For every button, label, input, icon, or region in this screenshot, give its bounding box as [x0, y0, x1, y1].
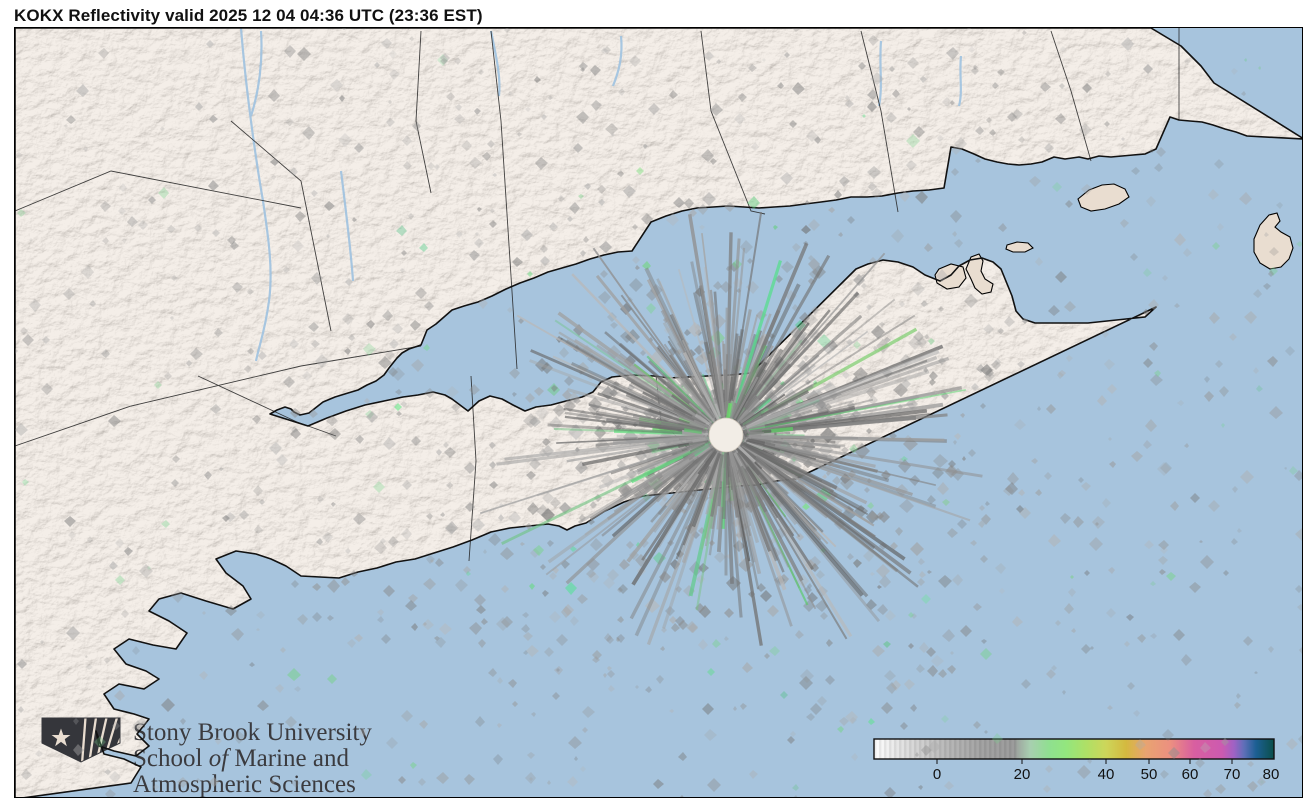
svg-text:School of Marine and: School of Marine and	[133, 745, 349, 772]
svg-text:0: 0	[933, 766, 941, 783]
svg-text:40: 40	[1098, 766, 1115, 783]
svg-text:Stony Brook University: Stony Brook University	[133, 719, 372, 746]
svg-text:70: 70	[1224, 766, 1241, 783]
svg-text:60: 60	[1182, 766, 1199, 783]
svg-text:80: 80	[1263, 766, 1280, 783]
svg-text:50: 50	[1141, 766, 1158, 783]
svg-text:Atmospheric Sciences: Atmospheric Sciences	[133, 771, 356, 798]
svg-text:20: 20	[1014, 766, 1031, 783]
